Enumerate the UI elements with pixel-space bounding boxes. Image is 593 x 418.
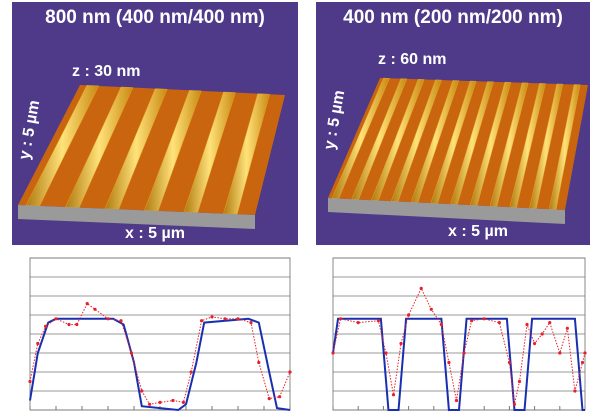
- profile-point: [223, 317, 227, 321]
- ridge: [65, 86, 134, 208]
- profile-point: [236, 317, 240, 321]
- profile-point: [158, 400, 162, 404]
- profile-point: [278, 395, 282, 399]
- profile-point: [429, 307, 433, 311]
- profile-point: [93, 307, 97, 311]
- profile-point: [482, 317, 486, 321]
- profile-point: [533, 341, 537, 346]
- profile-point: [181, 400, 185, 404]
- profile-point: [140, 389, 144, 393]
- profile-point: [288, 370, 292, 374]
- profile-point: [407, 313, 411, 317]
- profile-point: [106, 317, 110, 321]
- afm-surface: [18, 85, 285, 229]
- profile-point: [548, 321, 552, 325]
- surface-wall: [328, 198, 565, 224]
- profile-point: [44, 324, 48, 328]
- profile-point: [356, 321, 360, 325]
- profile-plots: [28, 257, 587, 412]
- profile-point: [419, 286, 423, 290]
- profile-point: [391, 393, 396, 397]
- profile-point: [267, 397, 271, 401]
- profile-point: [257, 360, 261, 365]
- profile-point: [249, 321, 253, 325]
- profile-point: [583, 351, 587, 355]
- profile-point: [331, 351, 335, 355]
- afm-panel: 800 nm (400 nm/400 nm) z : 30 nm y : 5 µ…: [12, 2, 298, 245]
- profile-point: [171, 398, 175, 403]
- profile-point: [148, 402, 152, 406]
- profile-point: [384, 351, 388, 355]
- profile-point: [454, 398, 459, 403]
- x-label: x : 5 µm: [125, 225, 185, 242]
- profile-point: [67, 322, 71, 327]
- z-label: z : 60 nm: [378, 51, 446, 68]
- profile-point: [462, 351, 466, 355]
- profile-point: [507, 360, 511, 365]
- panel-title: 400 nm (200 nm/200 nm): [343, 7, 563, 28]
- profile-point: [565, 326, 569, 330]
- profile-point: [447, 360, 451, 365]
- panel-title: 800 nm (400 nm/400 nm): [45, 7, 265, 28]
- profile-point: [75, 322, 79, 327]
- profile-point: [497, 321, 501, 325]
- afm-surface: [328, 77, 588, 224]
- profile-point: [85, 302, 89, 306]
- profile-line: [29, 317, 291, 412]
- profile-point: [525, 322, 529, 327]
- profile-point: [338, 317, 343, 321]
- profile-point: [512, 402, 517, 406]
- profile-point: [200, 319, 204, 323]
- surface-wall: [18, 205, 255, 229]
- profile-point: [36, 341, 40, 346]
- z-label: z : 30 nm: [72, 63, 140, 80]
- profile-point: [470, 319, 474, 323]
- profile-point: [54, 317, 58, 321]
- profile-point: [210, 315, 214, 319]
- profile-point: [189, 370, 193, 374]
- profile-point: [28, 379, 32, 384]
- profile-point: [376, 319, 380, 323]
- profile-point: [517, 379, 522, 384]
- ridge: [183, 91, 236, 213]
- profile-line: [332, 317, 585, 411]
- profile-point: [540, 332, 544, 336]
- profile-point: [580, 360, 585, 365]
- profile-point: [129, 351, 133, 355]
- x-label: x : 5 µm: [448, 223, 508, 240]
- profile-point: [399, 341, 403, 346]
- profile-point: [439, 322, 443, 327]
- profile-point: [119, 319, 123, 323]
- profile-point: [558, 351, 562, 355]
- profile-point: [573, 389, 577, 393]
- afm-panel: 400 nm (200 nm/200 nm) z : 60 nm y : 5 µ…: [316, 2, 590, 245]
